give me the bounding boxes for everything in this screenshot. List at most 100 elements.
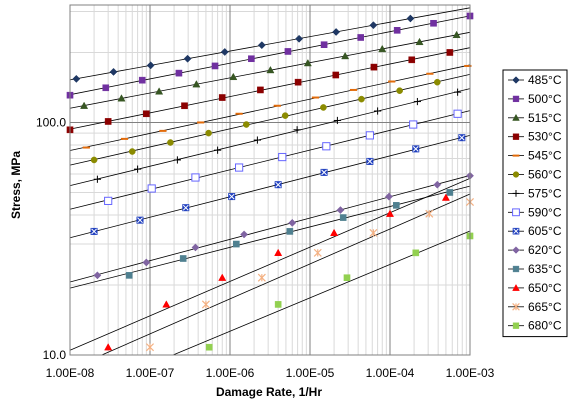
data-point: [433, 78, 441, 86]
legend-label: 665°C: [528, 300, 562, 314]
data-point: [320, 104, 327, 111]
series-line: [101, 193, 471, 356]
series-line: [69, 15, 471, 96]
data-point: [332, 28, 341, 36]
series-line: [69, 185, 471, 289]
data-point: [257, 273, 266, 282]
data-point: [336, 206, 345, 215]
data-point: [396, 87, 403, 94]
series-line: [69, 73, 471, 166]
x-axis-tick-labels: 1.00E-08 1.00E-07 1.00E-06 1.00E-05 1.00E-04…: [46, 366, 495, 380]
data-point: [295, 34, 304, 43]
x-tick-label: 1.00E-05: [286, 366, 335, 380]
series-line: [69, 64, 471, 151]
data-point: [366, 157, 374, 165]
x-tick-label: 1.00E-04: [366, 366, 415, 380]
data-point: [453, 109, 462, 118]
data-point: [253, 136, 261, 144]
data-point: [175, 69, 183, 77]
data-point: [426, 72, 434, 75]
data-point: [155, 87, 164, 95]
data-point: [452, 30, 461, 39]
legend-entry: 500°C: [508, 92, 562, 106]
data-point: [273, 104, 281, 107]
data-point: [322, 142, 331, 151]
data-point: [458, 134, 466, 142]
legend-marker: [512, 76, 520, 84]
data-point: [136, 216, 144, 224]
data-point: [167, 139, 174, 146]
data-point: [274, 301, 282, 308]
data-point: [385, 209, 395, 217]
legend-label: 485°C: [528, 73, 562, 87]
data-point: [454, 88, 462, 96]
legend-entry: 620°C: [508, 243, 562, 257]
data-point: [393, 27, 401, 34]
series-line: [69, 47, 471, 130]
data-point: [143, 110, 150, 118]
data-point: [142, 258, 151, 267]
legend-label: 590°C: [528, 205, 562, 219]
x-tick-label: 1.00E-07: [126, 366, 175, 380]
data-point: [358, 95, 365, 103]
data-point: [214, 146, 222, 154]
legend-entry: 605°C: [508, 224, 562, 238]
data-point: [406, 14, 415, 23]
series-lines: [69, 7, 471, 356]
data-point: [415, 37, 424, 46]
data-point: [138, 76, 146, 84]
data-point: [192, 80, 201, 88]
legend-entry: 650°C: [508, 281, 562, 295]
data-point: [147, 184, 156, 193]
legend-entry: 560°C: [508, 168, 562, 182]
data-point: [125, 272, 133, 279]
data-point: [191, 173, 200, 182]
legend-label: 560°C: [528, 168, 562, 182]
data-point: [294, 78, 302, 86]
data-point: [446, 189, 454, 196]
data-point: [313, 248, 322, 257]
data-point: [235, 112, 243, 115]
legend-entry: 590°C: [508, 205, 562, 219]
legend-label: 575°C: [528, 186, 562, 200]
data-point: [146, 61, 155, 70]
data-point: [369, 228, 378, 237]
legend-entry: 575°C: [508, 186, 562, 200]
series-line: [172, 230, 471, 356]
data-point: [333, 116, 341, 125]
data-point: [303, 58, 312, 67]
data-point: [82, 146, 90, 149]
data-point: [201, 300, 210, 309]
data-point: [233, 240, 240, 248]
legend-marker: [512, 208, 520, 217]
legend-marker: [512, 154, 520, 157]
data-point: [365, 131, 374, 140]
data-point: [278, 152, 287, 162]
legend-marker: [512, 171, 520, 178]
legend-entry: 545°C: [508, 149, 562, 163]
data-point: [220, 48, 229, 56]
data-point: [80, 101, 89, 109]
data-point: [257, 86, 264, 94]
data-point: [464, 64, 472, 67]
data-point: [173, 156, 181, 164]
legend-entry: 665°C: [508, 300, 562, 314]
data-point: [341, 51, 350, 60]
legend-label: 650°C: [528, 281, 562, 295]
legend-label: 620°C: [528, 243, 562, 257]
data-point: [441, 193, 450, 201]
data-point: [179, 255, 187, 262]
data-point: [288, 218, 297, 227]
data-point: [409, 120, 418, 129]
data-point: [145, 343, 155, 352]
data-point: [413, 97, 421, 106]
legend-entry: 680°C: [508, 319, 562, 333]
data-point: [211, 62, 219, 70]
legend-marker: [512, 246, 520, 254]
data-point: [378, 44, 387, 53]
data-point: [134, 165, 142, 173]
data-point: [240, 230, 249, 239]
legend-marker: [512, 302, 520, 311]
data-point: [293, 126, 301, 134]
data-point: [72, 74, 81, 83]
